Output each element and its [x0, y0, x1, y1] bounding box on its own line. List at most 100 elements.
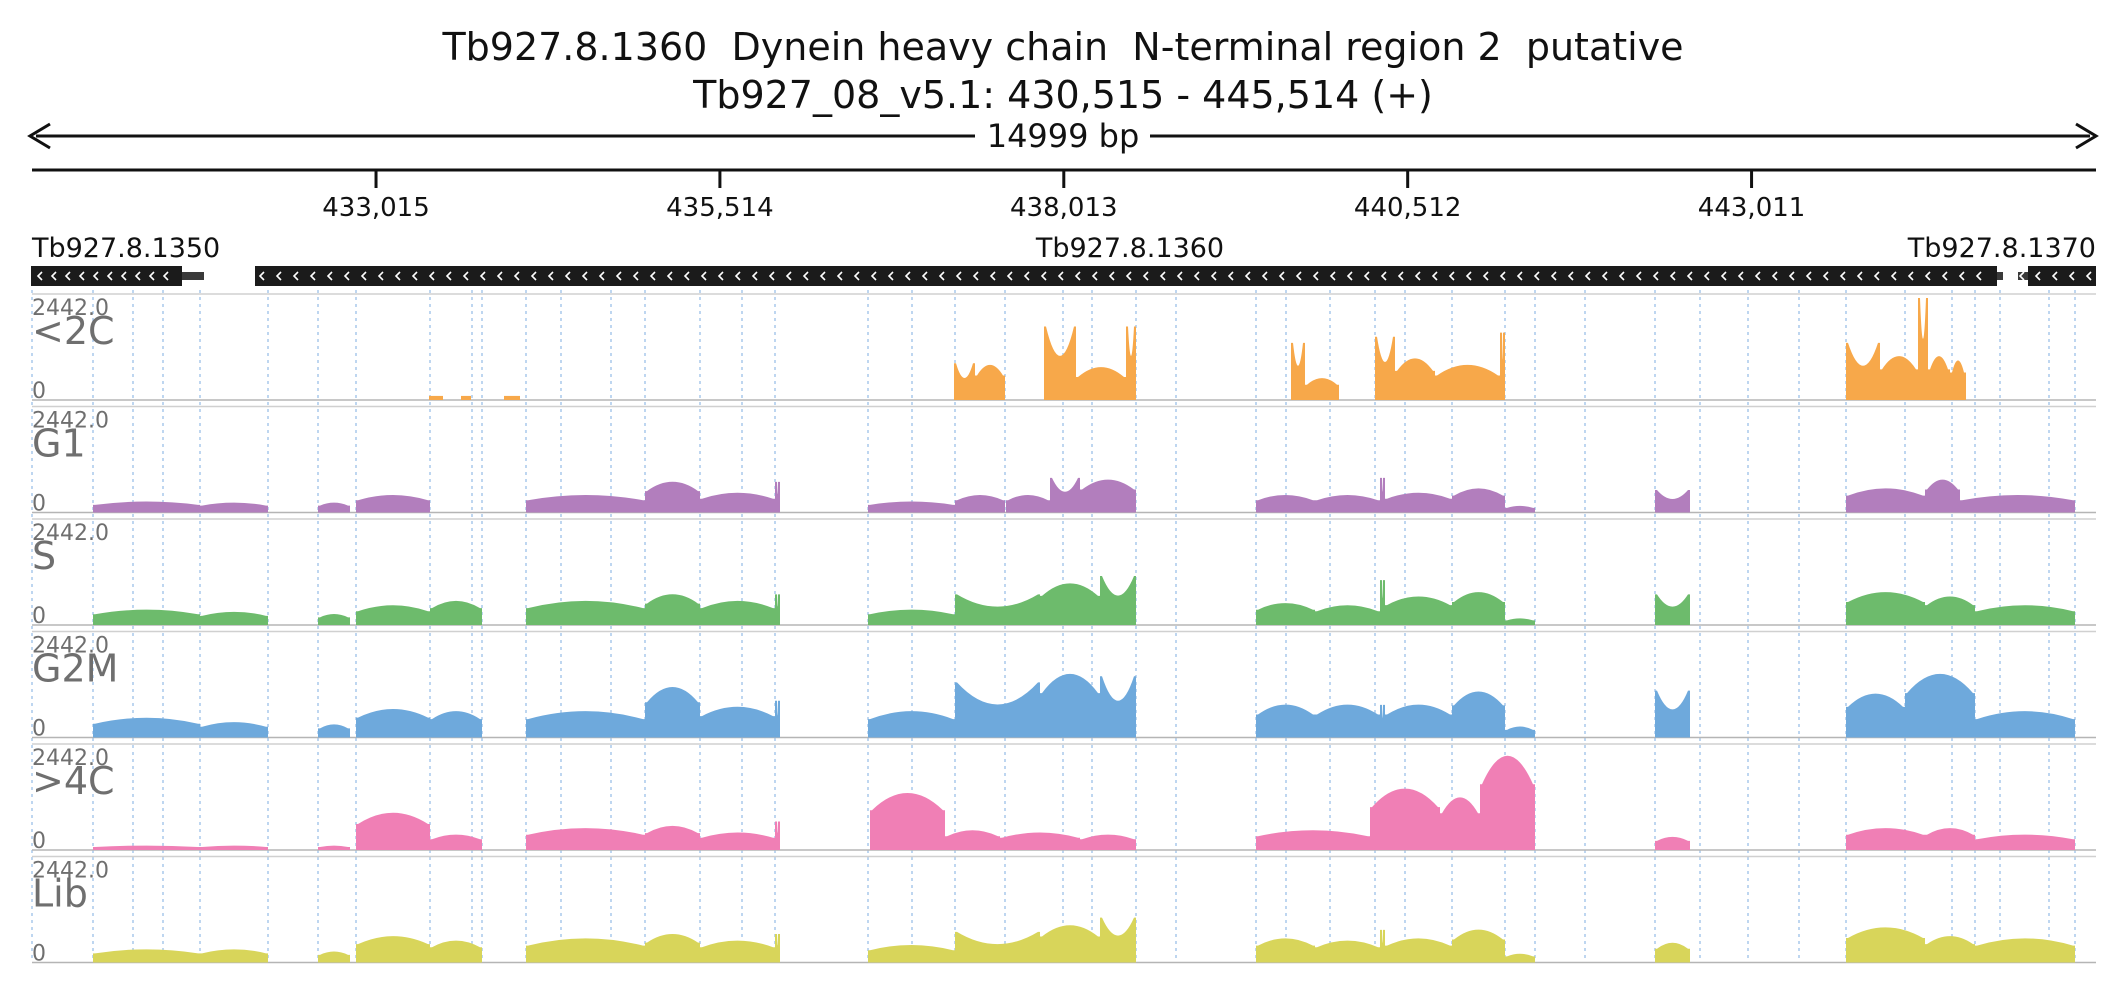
coverage-peak	[1256, 830, 1370, 850]
strand-chevron-icon	[64, 271, 71, 281]
coverage-peak	[200, 845, 268, 850]
coverage-peak	[1040, 673, 1100, 738]
coverage-peak	[200, 502, 268, 513]
strand-chevron-icon	[1958, 271, 1965, 281]
strand-chevron-icon	[1023, 271, 1030, 281]
coverage-peak	[1452, 592, 1505, 625]
strand-chevron-icon	[666, 271, 673, 281]
strand-chevron-icon	[1754, 271, 1761, 281]
coverage-peak	[1291, 342, 1305, 400]
coverage-peak	[1315, 940, 1380, 963]
strand-chevron-icon	[1244, 271, 1251, 281]
coverage-peak	[1380, 477, 1385, 513]
strand-chevron-icon	[734, 271, 741, 281]
strand-chevron-icon	[78, 271, 85, 281]
gene-title: Tb927.8.1360 Dynein heavy chain N-termin…	[442, 25, 1684, 69]
coverage-peak	[430, 600, 482, 625]
coverage-peak	[526, 938, 645, 963]
coverage-peak	[1375, 336, 1395, 400]
strand-chevron-icon	[564, 271, 571, 281]
coverage-peak	[700, 940, 775, 963]
strand-chevron-icon	[1975, 271, 1982, 281]
strand-chevron-icon	[326, 271, 333, 281]
strand-chevron-icon	[581, 271, 588, 281]
coverage-peak	[1505, 505, 1535, 513]
coverage-peak	[1925, 596, 1975, 625]
coverage-peak	[1655, 490, 1690, 513]
strand-chevron-icon	[1295, 271, 1302, 281]
coverage-peak	[1846, 342, 1880, 400]
coverage-peak	[526, 494, 645, 513]
tick-label: 438,013	[1010, 193, 1118, 223]
strand-chevron-icon	[462, 271, 469, 281]
strand-chevron-icon	[309, 271, 316, 281]
coverage-peak	[1905, 673, 1975, 738]
coverage-peak	[955, 682, 1040, 738]
region-subtitle: Tb927_08_v5.1: 430,515 - 445,514 (+)	[693, 73, 1433, 117]
coverage-peak	[1950, 360, 1966, 400]
coverage-peak	[1370, 788, 1440, 850]
strand-chevron-icon	[360, 271, 367, 281]
strand-chevron-icon	[1482, 271, 1489, 281]
coverage-peak	[1040, 583, 1100, 625]
coverage-peak	[1315, 605, 1380, 625]
track-min-label: 0	[32, 379, 46, 404]
coverage-peak	[1256, 603, 1315, 625]
coverage-peak	[1975, 834, 2075, 850]
strand-chevron-icon	[50, 271, 57, 281]
strand-chevron-icon	[1839, 271, 1846, 281]
gene-bar-1370[interactable]	[2028, 266, 2096, 286]
coverage-peak	[1975, 938, 2075, 963]
coverage-peak	[93, 501, 200, 513]
gene-track: Tb927.8.1350 Tb927.8.1360 Tb927.8.1370	[31, 233, 2096, 286]
track-min-label: 0	[32, 492, 46, 517]
coverage-peak	[1925, 479, 1960, 513]
coverage-peak	[954, 363, 975, 400]
coverage-peak	[356, 936, 430, 963]
strand-chevron-icon	[530, 271, 537, 281]
span-arrow-right-icon	[2075, 122, 2099, 150]
coverage-peak	[526, 828, 645, 850]
strand-chevron-icon	[275, 271, 282, 281]
coverage-peak	[1918, 298, 1928, 400]
strand-chevron-icon	[148, 271, 155, 281]
coverage-peak	[1256, 938, 1315, 963]
strand-chevron-icon	[683, 271, 690, 281]
coverage-peak	[93, 845, 200, 850]
strand-chevron-icon	[2068, 271, 2075, 281]
strand-chevron-icon	[547, 271, 554, 281]
strand-chevron-icon	[2034, 271, 2041, 281]
coverage-peak	[93, 609, 200, 625]
coverage-peak	[1385, 492, 1452, 513]
strand-chevron-icon	[1499, 271, 1506, 281]
strand-chevron-icon	[1805, 271, 1812, 281]
gene-utr-1370	[2018, 272, 2028, 280]
coverage-peak	[1380, 929, 1385, 963]
tick-label: 443,011	[1698, 193, 1806, 223]
coverage-peak	[868, 711, 955, 738]
strand-chevron-icon	[2051, 271, 2058, 281]
strand-chevron-icon	[938, 271, 945, 281]
strand-chevron-icon	[1822, 271, 1829, 281]
strand-chevron-icon	[700, 271, 707, 281]
track-max-label: 2442.0	[32, 859, 109, 884]
coverage-peak	[1006, 494, 1050, 513]
coverage-peak	[200, 722, 268, 738]
strand-chevron-icon	[904, 271, 911, 281]
coverage-peak	[461, 395, 471, 400]
strand-chevron-icon	[1465, 271, 1472, 281]
coverage-peak	[1385, 596, 1452, 625]
strand-chevron-icon	[1516, 271, 1523, 281]
strand-chevron-icon	[1346, 271, 1353, 281]
tick-label: 433,015	[322, 193, 430, 223]
gene-bar-1350[interactable]	[31, 266, 182, 286]
coverage-peak	[430, 711, 482, 738]
coverage-peak	[868, 609, 955, 625]
coverage-peak	[1040, 925, 1100, 963]
coverage-peak	[1846, 693, 1905, 738]
strand-chevron-icon	[496, 271, 503, 281]
coverage-peak	[526, 600, 645, 625]
strand-chevron-icon	[1737, 271, 1744, 281]
coverage-track: 2442.0G1 0	[32, 405, 2096, 517]
